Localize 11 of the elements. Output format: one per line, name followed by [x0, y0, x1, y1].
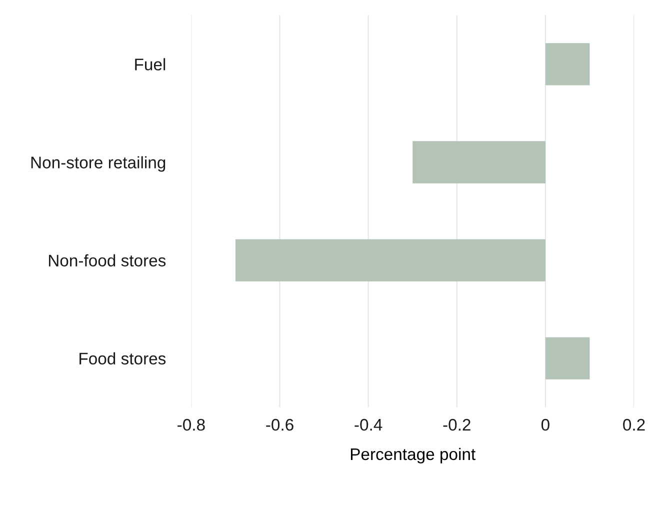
y-tick-label: Non-food stores	[48, 254, 166, 266]
x-tick-label: 0.2	[623, 418, 645, 431]
x-tick-label: 0	[541, 418, 550, 431]
x-tick-label: -0.2	[443, 418, 470, 431]
y-tick-label: Fuel	[135, 58, 166, 70]
x-tick-label: -0.4	[354, 418, 382, 431]
y-tick-label: Food stores	[80, 352, 166, 365]
x-axis-title: Percentage point	[350, 448, 476, 464]
x-tick-label: -0.6	[266, 418, 294, 431]
y-tick-label: Non-store retailing	[31, 156, 166, 172]
x-tick-label: -0.8	[178, 418, 205, 431]
